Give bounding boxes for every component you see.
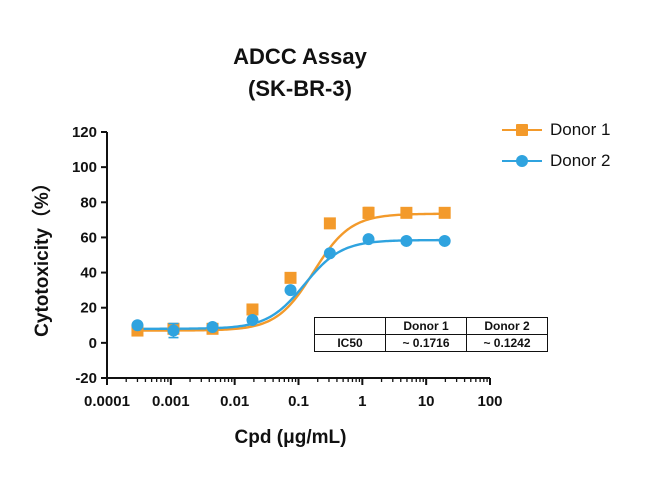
legend-item-donor-2: Donor 2 [502, 149, 610, 173]
y-tick-label: -20 [75, 370, 97, 387]
y-tick-label: 0 [89, 335, 97, 352]
y-tick-label: 120 [72, 124, 97, 141]
y-tick-label: 80 [80, 194, 97, 211]
chart-title: ADCC Assay [233, 44, 367, 69]
ic50-row-label: IC50 [314, 334, 386, 352]
y-tick-label: 20 [80, 300, 97, 317]
data-point-donor-2 [167, 324, 180, 337]
fit-curve-donor-1 [137, 212, 445, 332]
data-point-donor-1 [284, 271, 297, 284]
x-tick-label: 1 [358, 393, 366, 410]
legend-label-donor-2: Donor 2 [550, 151, 611, 170]
x-tick-label: 10 [418, 393, 435, 410]
data-point-donor-1 [362, 206, 375, 219]
data-point-donor-1 [400, 206, 413, 219]
ic50-table-header-row: Donor 1 Donor 2 [314, 317, 548, 335]
ic50-table-corner [314, 317, 386, 335]
x-tick-label: 0.1 [288, 393, 309, 410]
data-point-donor-2 [206, 321, 219, 334]
data-point-donor-2 [284, 284, 297, 297]
y-tick-label: 40 [80, 265, 97, 282]
data-point-donor-2 [438, 234, 451, 247]
ic50-header-donor-2: Donor 2 [466, 317, 548, 335]
data-point-donor-1 [323, 217, 336, 230]
x-axis-label: Cpd (μg/mL) [235, 427, 347, 448]
data-point-donor-2 [246, 314, 259, 327]
x-tick-label: 0.01 [220, 393, 249, 410]
ic50-table: Donor 1 Donor 2 IC50 ~ 0.1716 ~ 0.1242 [314, 317, 548, 352]
legend-swatch-donor-2 [502, 153, 542, 169]
ic50-table-value-row: IC50 ~ 0.1716 ~ 0.1242 [314, 334, 548, 352]
data-point-donor-1 [438, 206, 451, 219]
chart-subtitle: (SK-BR-3) [248, 76, 352, 101]
data-point-donor-2 [323, 247, 336, 260]
data-point-donor-2 [362, 233, 375, 246]
x-tick-label: 0.0001 [84, 393, 130, 410]
legend-swatch-donor-1 [502, 122, 542, 138]
ic50-value-donor-2: ~ 0.1242 [466, 334, 548, 352]
legend-label-donor-1: Donor 1 [550, 120, 611, 139]
data-point-donor-2 [400, 234, 413, 247]
data-point-donor-2 [131, 319, 144, 332]
y-tick-label: 60 [80, 229, 97, 246]
x-tick-label: 0.001 [152, 393, 190, 410]
fit-curve-donor-2 [137, 238, 445, 330]
data-point-donor-1 [246, 303, 259, 316]
y-tick-label: 100 [72, 159, 97, 176]
x-tick-label: 100 [477, 393, 502, 410]
legend-item-donor-1: Donor 1 [502, 118, 610, 142]
y-axis-label: Cytotoxicity（%） [30, 173, 53, 337]
ic50-header-donor-1: Donor 1 [385, 317, 467, 335]
ic50-value-donor-1: ~ 0.1716 [385, 334, 467, 352]
